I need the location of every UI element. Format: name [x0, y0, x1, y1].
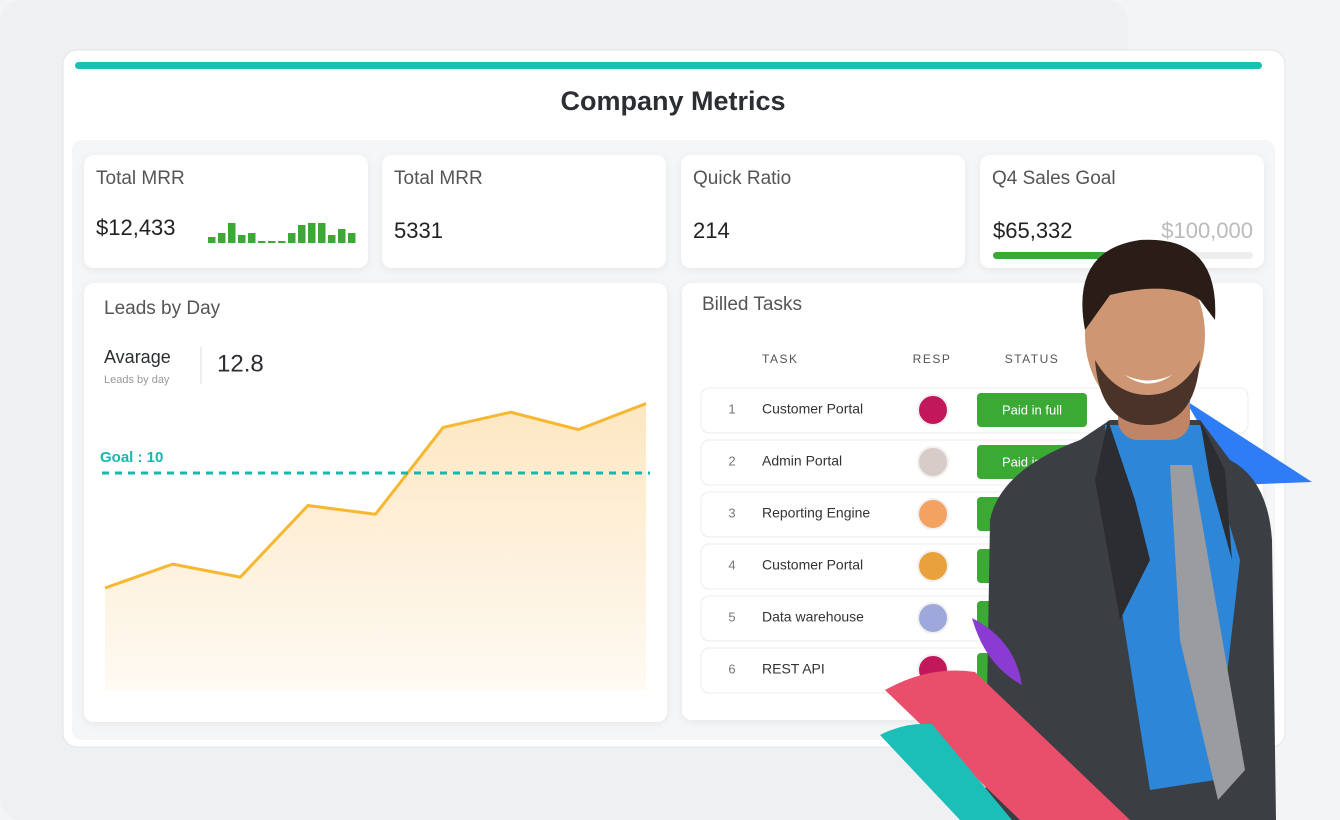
spark-bar	[308, 223, 316, 243]
average-sublabel: Leads by day	[104, 374, 170, 386]
spark-bar	[248, 233, 256, 243]
task-name: Customer Portal	[762, 557, 863, 573]
spark-bar	[208, 237, 216, 243]
average-value: 12.8	[217, 350, 264, 377]
spark-bar	[268, 241, 276, 243]
avatar	[917, 394, 949, 426]
card-value: $12,433	[96, 215, 176, 240]
card-value: 214	[693, 218, 730, 243]
card-title: Total MRR	[96, 168, 185, 189]
row-number: 3	[728, 505, 735, 520]
spark-bar	[258, 241, 266, 243]
metric-card	[382, 155, 666, 268]
title: Company Metrics	[560, 86, 785, 116]
hair	[1082, 239, 1216, 330]
column-header: RESP	[913, 352, 952, 366]
spark-bar	[288, 233, 296, 243]
spark-bar	[328, 235, 336, 243]
avatar	[917, 498, 949, 530]
column-header: TASK	[762, 352, 798, 366]
table-title: Billed Tasks	[702, 294, 802, 315]
person-photo	[880, 239, 1312, 820]
card-value: 5331	[394, 218, 443, 243]
chart-title: Leads by Day	[104, 298, 221, 319]
row-number: 4	[728, 557, 735, 572]
row-number: 6	[728, 661, 735, 676]
beard	[1095, 360, 1200, 425]
decor-teal	[880, 723, 1012, 820]
status-pill	[977, 393, 1087, 427]
tie	[1170, 465, 1245, 800]
line	[104, 402, 647, 590]
task-name: REST API	[762, 661, 825, 677]
accent-bar	[75, 62, 1262, 69]
metric-card	[681, 155, 965, 268]
status-text: Paid in full	[1002, 402, 1062, 417]
card-title: Quick Ratio	[693, 168, 791, 189]
decor-blue	[1185, 400, 1312, 485]
avatar	[917, 446, 949, 478]
spark-bar	[278, 241, 286, 243]
task-name: Admin Portal	[762, 453, 842, 469]
spark-bar	[238, 235, 246, 243]
teeth	[1125, 375, 1172, 384]
column-header: STATUS	[1005, 352, 1060, 366]
avatar	[917, 602, 949, 634]
card-target: $100,000	[1161, 218, 1253, 243]
lapel	[1095, 420, 1232, 620]
average-label: Avarage	[104, 347, 171, 367]
face	[1085, 255, 1205, 415]
card-title: Q4 Sales Goal	[992, 168, 1116, 189]
spark-bar	[228, 223, 236, 243]
spark-bar	[318, 223, 326, 243]
task-name: Data warehouse	[762, 609, 864, 625]
card-title: Total MRR	[394, 168, 483, 189]
area	[105, 403, 646, 690]
metric-card	[980, 155, 1264, 268]
row-number: 2	[728, 453, 735, 468]
spark-bar	[338, 229, 346, 243]
decor-purple	[972, 618, 1022, 685]
avatar	[917, 550, 949, 582]
spark-bar	[348, 233, 356, 243]
row-number: 1	[728, 401, 735, 416]
spark-bar	[298, 225, 306, 243]
goal-label: Goal : 10	[100, 449, 163, 466]
decor-pink	[885, 670, 1130, 820]
metric-card	[84, 155, 368, 268]
row-number: 5	[728, 609, 735, 624]
spark-bar	[218, 233, 226, 243]
card-value: $65,332	[993, 218, 1073, 243]
task-name: Customer Portal	[762, 401, 863, 417]
task-name: Reporting Engine	[762, 505, 870, 521]
